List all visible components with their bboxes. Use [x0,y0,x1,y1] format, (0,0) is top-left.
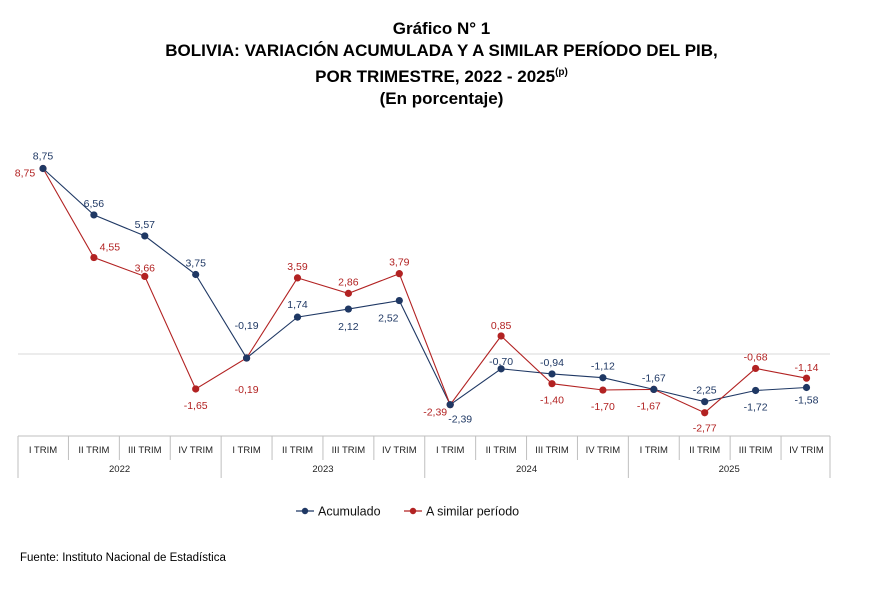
chart-unit: (En porcentaje) [379,89,504,108]
category-label: IV TRIM [789,445,824,456]
chart-title: Gráfico N° 1 [392,19,491,38]
preliminary-mark: (p) [555,67,568,78]
point-similar [599,386,607,394]
chart-titles: Gráfico N° 1 BOLIVIA: VARIACIÓN ACUMULAD… [0,18,883,110]
point-acumulado [446,401,454,409]
point-acumulado [497,365,505,373]
category-label: III TRIM [332,445,366,456]
data-label-similar: -0,19 [235,384,259,396]
point-acumulado [344,305,352,313]
data-label-acumulado: -0,70 [489,356,513,368]
point-similar [344,289,352,297]
category-label: I TRIM [29,445,57,456]
category-label: II TRIM [689,445,720,456]
data-label-acumulado: -1,72 [744,401,768,413]
data-label-similar: 2,86 [338,276,359,288]
point-acumulado [650,385,658,394]
data-label-acumulado: -1,67 [642,372,666,384]
category-label: I TRIM [640,445,668,456]
data-label-acumulado: 6,56 [84,198,105,210]
point-similar [192,385,200,393]
legend-label-similar: A similar período [426,505,519,519]
year-label: 2024 [516,464,537,475]
chart-subtitle-text: POR TRIMESTRE, 2022 - 2025 [315,67,556,86]
category-label: IV TRIM [382,445,417,456]
point-acumulado [39,164,47,173]
category-label: II TRIM [78,445,109,456]
data-label-acumulado: -1,12 [591,361,615,373]
data-label-acumulado: 2,12 [338,321,359,333]
category-label: III TRIM [535,445,569,456]
point-acumulado [141,232,149,240]
point-acumulado [701,398,709,406]
category-label: IV TRIM [586,445,621,456]
category-label: I TRIM [232,445,260,456]
point-similar [752,364,760,373]
point-similar [701,409,709,417]
data-label-acumulado: 1,74 [287,299,308,311]
data-label-similar: -2,77 [693,423,717,435]
data-label-similar: -2,39 [423,407,447,419]
point-acumulado [802,383,811,392]
point-acumulado [548,370,556,378]
data-label-acumulado: 3,75 [185,258,206,270]
chart-subtitle-line1: BOLIVIA: VARIACIÓN ACUMULADA Y A SIMILAR… [165,41,718,60]
data-label-similar: 3,66 [135,262,156,274]
data-label-similar: -1,67 [637,400,661,412]
data-label-similar: 4,55 [100,242,121,254]
point-similar [802,374,811,382]
point-similar [548,380,556,388]
series-line-acumulado [42,168,807,406]
point-acumulado [243,354,251,362]
point-similar [90,253,98,262]
point-acumulado [293,313,302,321]
point-acumulado [395,296,403,305]
data-label-similar: 0,85 [491,320,512,332]
category-label: IV TRIM [178,445,213,456]
category-label: II TRIM [486,445,517,456]
data-label-similar: -1,40 [540,395,564,407]
data-label-acumulado: -2,39 [448,414,472,426]
point-acumulado [599,374,607,382]
point-similar [395,270,403,278]
legend-label-acumulado: Acumulado [318,505,381,519]
point-similar [141,272,149,281]
data-label-similar: -0,68 [744,351,768,363]
point-acumulado [192,270,200,279]
data-label-acumulado: -1,58 [795,394,819,406]
year-label: 2025 [719,464,740,475]
legend-marker-acumulado [301,507,309,515]
data-label-similar: 3,79 [389,257,410,269]
data-label-similar: 8,75 [15,168,36,180]
point-similar [293,274,302,282]
category-label: III TRIM [128,445,162,456]
data-label-acumulado: -2,25 [693,385,717,397]
category-label: I TRIM [436,445,464,456]
chart-subtitle-line2: POR TRIMESTRE, 2022 - 2025(p) [0,62,883,88]
series-line-similar [42,168,807,414]
data-label-acumulado: 8,75 [33,151,54,163]
source-note: Fuente: Instituto Nacional de Estadístic… [20,552,226,564]
data-label-acumulado: -0,94 [540,357,564,369]
point-acumulado [752,386,760,395]
data-label-similar: -1,14 [795,362,819,374]
year-label: 2023 [312,464,333,475]
data-label-similar: -1,70 [591,401,615,413]
data-label-acumulado: 2,52 [378,313,399,325]
category-label: II TRIM [282,445,313,456]
data-label-acumulado: -0,19 [235,320,259,332]
point-acumulado [90,211,98,219]
data-label-similar: 3,59 [287,261,308,273]
point-similar [497,332,505,340]
data-label-acumulado: 5,57 [135,219,156,231]
year-label: 2022 [109,464,130,475]
legend-marker-similar [409,507,417,515]
data-label-similar: -1,65 [184,400,208,412]
category-label: III TRIM [739,445,773,456]
